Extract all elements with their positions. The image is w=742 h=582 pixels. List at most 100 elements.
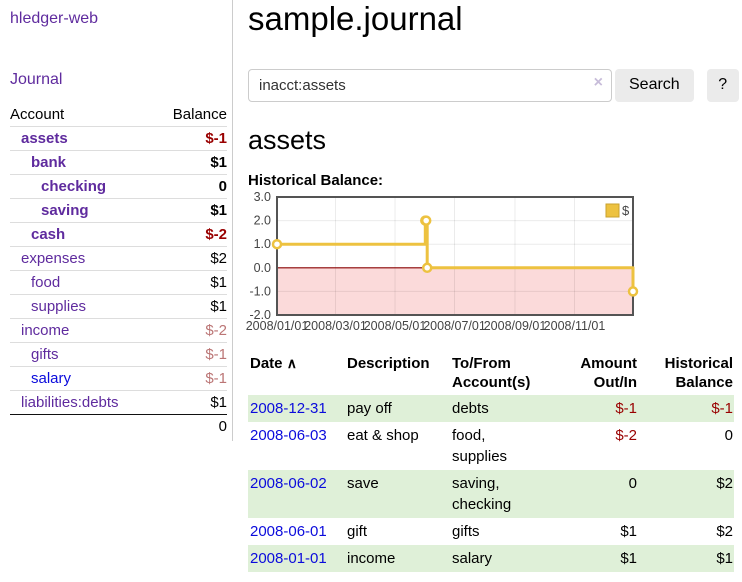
account-row: supplies $1 bbox=[10, 294, 227, 319]
account-link[interactable]: saving bbox=[41, 202, 89, 219]
transaction-amount: $1 bbox=[620, 522, 637, 540]
account-row: food $1 bbox=[10, 270, 227, 295]
transaction-accounts: salary bbox=[450, 544, 547, 572]
x-axis-tick-label: 2008/03/01 bbox=[304, 319, 367, 333]
transaction-accounts: debts bbox=[450, 394, 547, 422]
account-row: income $-2 bbox=[10, 318, 227, 343]
account-link[interactable]: checking bbox=[41, 178, 107, 195]
x-axis-tick-label: 2008/01/01 bbox=[246, 319, 309, 333]
y-axis-tick-label: 0.0 bbox=[254, 261, 271, 275]
register-table-body: 2008-12-31 pay off debts $-1 $-1 2008-06… bbox=[248, 394, 734, 572]
transaction-date-link[interactable]: 2008-06-02 bbox=[250, 474, 327, 492]
transaction-description: gift bbox=[347, 522, 368, 540]
search-button[interactable]: Search bbox=[615, 68, 694, 102]
transaction-date-link[interactable]: 2008-01-01 bbox=[250, 549, 327, 567]
register-header-date[interactable]: Date ∧ bbox=[248, 352, 345, 395]
account-cell: expenses bbox=[10, 246, 155, 271]
search-input[interactable] bbox=[248, 68, 612, 102]
negative-region bbox=[277, 267, 633, 315]
sidebar: hledger-web Journal Account Balance asse… bbox=[0, 0, 233, 441]
account-balance: $2 bbox=[154, 246, 227, 271]
accounts-table-body: assets $-1 bank $1 checking 0 saving $1 … bbox=[10, 126, 227, 415]
chart-title: Historical Balance: bbox=[248, 171, 384, 189]
account-cell: saving bbox=[10, 198, 155, 223]
account-link[interactable]: liabilities:debts bbox=[21, 394, 119, 411]
transaction-date-cell: 2008-06-02 bbox=[248, 469, 345, 518]
y-axis-tick-label: 3.0 bbox=[254, 190, 271, 204]
account-row: checking 0 bbox=[10, 174, 227, 199]
accounts-header-account: Account bbox=[10, 103, 155, 127]
account-cell: supplies bbox=[10, 294, 155, 319]
y-axis-tick-label: -1.0 bbox=[249, 284, 271, 298]
transaction-accounts: food, supplies bbox=[452, 426, 508, 465]
accounts-table: Account Balance assets $-1 bank $1 check… bbox=[10, 103, 227, 438]
account-balance: $-1 bbox=[154, 342, 227, 367]
account-balance: $1 bbox=[154, 294, 227, 319]
account-row: liabilities:debts $1 bbox=[10, 391, 227, 415]
accounts-header-balance: Balance bbox=[154, 103, 227, 127]
sidebar-item-journal[interactable]: Journal bbox=[10, 71, 63, 88]
account-link[interactable]: bank bbox=[31, 154, 67, 171]
transaction-date-cell: 2008-01-01 bbox=[248, 544, 345, 572]
transaction-date-link[interactable]: 2008-06-03 bbox=[250, 426, 327, 444]
account-heading: assets bbox=[248, 124, 327, 155]
transaction-balance: $2 bbox=[638, 469, 734, 518]
account-balance: $1 bbox=[210, 394, 227, 411]
register-table: Date ∧ Description To/From Account(s) Am… bbox=[248, 352, 734, 572]
transaction-date-link[interactable]: 2008-06-01 bbox=[250, 522, 327, 540]
register-row: 2008-12-31 pay off debts $-1 $-1 bbox=[248, 394, 734, 422]
account-balance: $-2 bbox=[154, 222, 227, 247]
transaction-balance: $-1 bbox=[638, 394, 734, 422]
account-link[interactable]: income bbox=[21, 322, 70, 339]
transaction-date-cell: 2008-06-01 bbox=[248, 518, 345, 545]
x-axis-tick-label: 2008/11/01 bbox=[544, 319, 606, 333]
account-link[interactable]: salary bbox=[31, 370, 72, 387]
account-row: salary $-1 bbox=[10, 366, 227, 391]
data-point bbox=[627, 286, 639, 297]
account-link[interactable]: food bbox=[31, 274, 61, 291]
account-cell: bank bbox=[10, 150, 155, 175]
account-cell: food bbox=[10, 270, 155, 295]
accounts-total-value: 0 bbox=[154, 414, 227, 438]
account-link[interactable]: supplies bbox=[31, 298, 87, 315]
y-axis-tick-label: -2.0 bbox=[249, 308, 271, 322]
account-cell: salary bbox=[10, 366, 155, 391]
transaction-balance: $2 bbox=[716, 522, 733, 540]
account-link[interactable]: gifts bbox=[31, 346, 59, 363]
account-balance: $-2 bbox=[154, 318, 227, 343]
y-axis-tick-label: 2.0 bbox=[254, 214, 271, 228]
data-point bbox=[421, 262, 433, 274]
chart-svg: $3.0 2.0 1.0 0.0 -1.0 -2.02008/01/012008/03/0… bbox=[246, 190, 639, 333]
x-axis-tick-label: 2008/05/01 bbox=[364, 319, 427, 333]
transaction-date-cell: 2008-12-31 bbox=[248, 394, 345, 422]
help-button[interactable]: ? bbox=[706, 68, 739, 102]
account-cell: liabilities:debts bbox=[10, 391, 155, 415]
transaction-balance: $1 bbox=[638, 544, 734, 572]
accounts-header-row: Account Balance bbox=[10, 103, 227, 127]
transaction-description: eat & shop bbox=[347, 426, 419, 444]
account-cell: gifts bbox=[10, 342, 155, 367]
register-header-row: Date ∧ Description To/From Account(s) Am… bbox=[248, 352, 734, 395]
x-axis-tick-label: 2008/07/01 bbox=[423, 319, 486, 333]
brand-link[interactable]: hledger-web bbox=[10, 10, 99, 27]
register-row: 2008-06-03 eat & shop food, supplies $-2… bbox=[248, 422, 734, 470]
accounts-total-row: 0 bbox=[10, 414, 227, 438]
account-cell: checking bbox=[10, 174, 155, 199]
clear-search-icon[interactable]: × bbox=[593, 73, 603, 91]
account-link[interactable]: cash bbox=[31, 226, 66, 243]
account-link[interactable]: expenses bbox=[21, 250, 86, 267]
main-content: sample.journal × Search ? assets Histori… bbox=[233, 0, 742, 572]
account-balance: $-1 bbox=[154, 366, 227, 391]
account-row: bank $1 bbox=[10, 150, 227, 175]
y-axis-tick-label: 1.0 bbox=[254, 237, 271, 251]
register-header-amount: Amount Out/In bbox=[580, 354, 637, 392]
account-row: assets $-1 bbox=[10, 126, 227, 151]
transaction-amount: $1 bbox=[547, 544, 638, 572]
account-balance: 0 bbox=[154, 174, 227, 199]
account-row: gifts $-1 bbox=[10, 342, 227, 367]
account-link[interactable]: assets bbox=[21, 130, 68, 147]
transaction-date-link[interactable]: 2008-12-31 bbox=[250, 399, 327, 417]
transaction-accounts: gifts bbox=[452, 522, 480, 540]
transaction-amount: 0 bbox=[547, 469, 638, 518]
accounts-total-spacer bbox=[10, 414, 155, 438]
